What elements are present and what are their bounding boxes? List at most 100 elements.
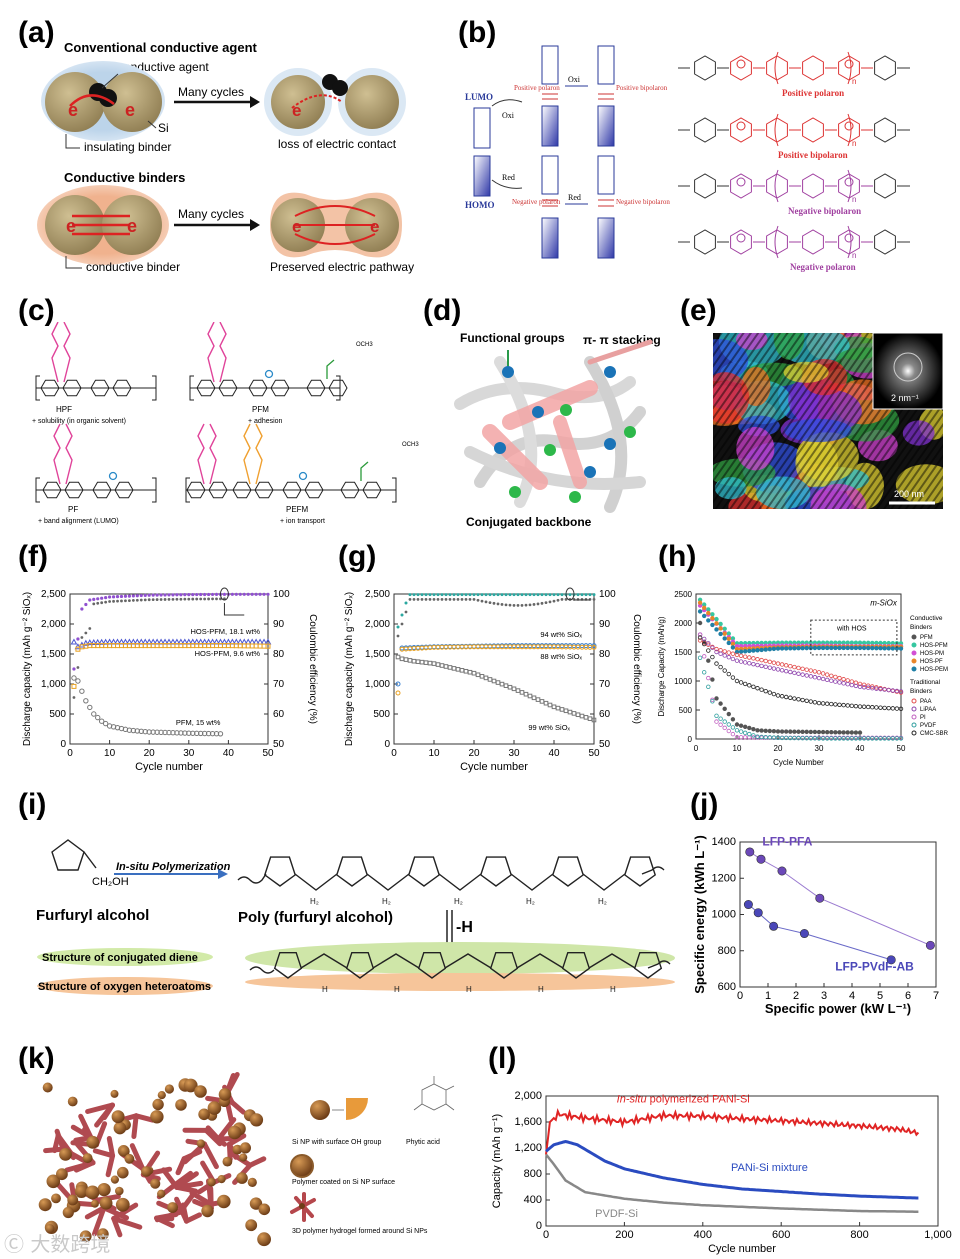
data-point	[443, 664, 449, 669]
data-point	[894, 688, 900, 694]
data-point	[726, 640, 731, 646]
furan-ring	[561, 951, 591, 979]
data-point	[718, 722, 723, 727]
data-point	[730, 675, 736, 680]
structure-label-3: Negative bipolaron	[788, 206, 861, 216]
side-chain	[51, 322, 59, 383]
ce-point	[80, 607, 84, 611]
data-point	[865, 645, 871, 651]
data-point	[771, 666, 777, 671]
x-tick-label: 40	[223, 748, 235, 759]
fluorene-ring	[362, 481, 382, 499]
data-point	[427, 660, 433, 666]
benzene-ring	[802, 117, 824, 143]
x-tick-label: 1,000	[924, 1229, 952, 1241]
lumo-band	[473, 107, 491, 149]
si-nanoparticle	[85, 1185, 100, 1200]
data-point	[808, 699, 813, 704]
data-point	[779, 662, 785, 667]
electron-paths	[72, 214, 130, 236]
data-point	[853, 703, 859, 709]
data-point	[102, 638, 109, 645]
data-point	[837, 675, 842, 681]
y-tick-label: 2,000	[41, 619, 66, 630]
data-point	[547, 702, 553, 708]
x-tick-label: 7	[933, 990, 939, 1002]
si-nanoparticle	[51, 1193, 61, 1204]
data-point	[829, 701, 834, 707]
si-nanoparticle	[124, 1153, 135, 1164]
ce-point	[520, 593, 524, 597]
insitu-em: In-situ	[617, 1094, 647, 1106]
data-point	[804, 698, 809, 703]
hydrogel-strand	[92, 1205, 107, 1237]
data-point	[804, 667, 809, 672]
band	[597, 105, 615, 147]
ce-point	[155, 593, 159, 597]
ce-point	[480, 599, 484, 603]
ce-point	[448, 593, 452, 597]
panel-a-loss: loss of electric contact	[278, 137, 397, 151]
data-point	[849, 736, 854, 741]
data-point	[833, 702, 838, 707]
data-point	[95, 714, 101, 721]
ce-point	[488, 601, 492, 605]
data-point	[775, 646, 781, 651]
data-point	[71, 683, 77, 689]
furan-ring	[407, 856, 441, 887]
data-point	[718, 716, 723, 721]
si-nanoparticle	[45, 1224, 55, 1234]
side-chain	[197, 423, 205, 485]
data-point	[886, 687, 891, 693]
ce-point	[124, 599, 127, 603]
fluorene-ring	[196, 379, 216, 397]
panel-label-g: (g)	[338, 540, 377, 573]
data-point	[779, 735, 785, 741]
side-chain	[219, 322, 227, 383]
data-point	[98, 638, 106, 645]
ce-point	[416, 593, 420, 597]
data-point	[706, 610, 711, 616]
legend-coated: Polymer coated on Si NP surface	[292, 1179, 395, 1186]
ce-point	[400, 622, 404, 626]
pvdf-label: PVDF-Si	[595, 1208, 638, 1220]
data-point	[841, 681, 846, 686]
ce-point	[76, 637, 80, 641]
y-tick-label: 500	[679, 706, 693, 715]
ce-point	[420, 598, 424, 601]
y2-axis-label: Coulombic efficiency (%)	[307, 614, 318, 724]
data-point	[833, 730, 838, 735]
data-point	[800, 645, 805, 651]
ce-point	[404, 601, 408, 605]
side-chain	[53, 423, 61, 485]
si-nanoparticle	[222, 1156, 233, 1167]
ce-point	[444, 598, 448, 601]
data-point	[722, 649, 727, 654]
data-point	[771, 729, 777, 734]
si-particle	[102, 195, 162, 255]
fluorene-ring	[270, 379, 290, 397]
h2-label: H₂	[454, 897, 463, 906]
y-tick-label: 1400	[712, 836, 736, 848]
furfuryl-alcohol-label: Furfuryl alcohol	[36, 907, 149, 924]
charge-marker	[736, 121, 746, 131]
ce-point	[143, 598, 147, 602]
legend-marker	[911, 706, 917, 712]
data-point	[261, 643, 267, 649]
conjugated-bridge	[588, 953, 636, 969]
legend-entry: HOS-PEM	[920, 667, 948, 673]
ce-point	[151, 593, 155, 597]
data-point	[483, 675, 489, 681]
arrow	[491, 179, 523, 189]
ce-point	[183, 597, 187, 601]
chain-end	[647, 960, 671, 969]
furan-ring	[335, 856, 369, 887]
y-tick-label: 1,600	[514, 1116, 542, 1128]
band	[541, 105, 559, 147]
y-tick-label: 600	[718, 981, 736, 993]
data-point	[747, 648, 752, 654]
data-point	[697, 632, 703, 637]
diene-band	[245, 942, 675, 974]
methylene-bridge	[510, 873, 554, 891]
